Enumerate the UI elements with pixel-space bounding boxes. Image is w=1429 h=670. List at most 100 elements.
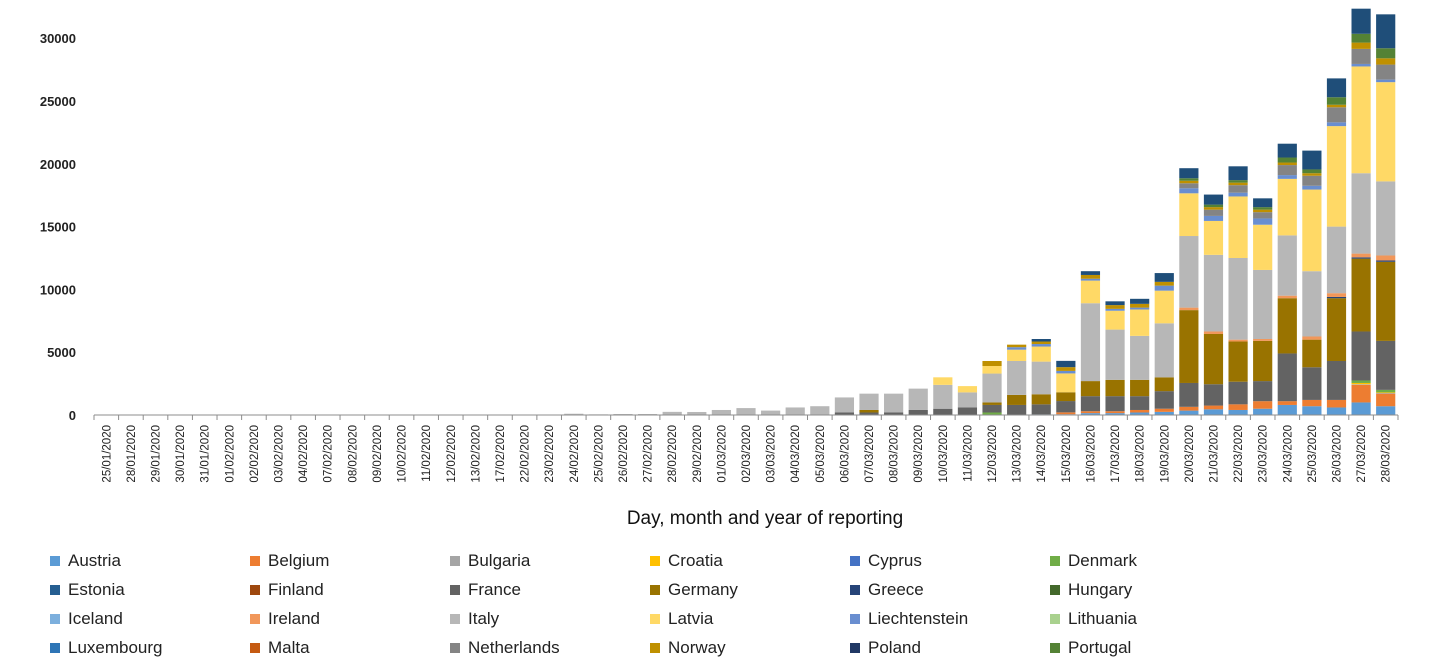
bar-segment-belgium: [1351, 384, 1371, 403]
bar-segment-other: [1351, 8, 1371, 34]
legend-label: Portugal: [1068, 638, 1132, 657]
x-tick-label: 25/02/2020: [593, 425, 605, 483]
bar-segment-norway: [1376, 58, 1396, 65]
x-tick-label: 09/03/2020: [913, 425, 925, 483]
legend-label: Liechtenstein: [868, 609, 969, 628]
legend-label: Poland: [868, 638, 921, 657]
legend-swatch: [450, 556, 460, 566]
x-tick-label: 05/03/2020: [815, 425, 827, 483]
bar-segment-netherlands: [1376, 64, 1396, 80]
bar-segment-norway: [1007, 344, 1027, 348]
bar-segment-france: [1179, 382, 1199, 407]
bar-segment-latvia: [1351, 66, 1371, 174]
bar-segment-italy: [1326, 226, 1347, 294]
legend-label: Estonia: [68, 580, 125, 599]
bar-segment-latvia: [1228, 196, 1248, 258]
bar-segment-germany: [1007, 394, 1027, 405]
bar-segment-norway: [1326, 104, 1347, 108]
bar-segment-latvia: [1105, 310, 1125, 330]
bar-segment-italy: [1080, 303, 1101, 382]
legend-swatch: [250, 585, 260, 595]
x-tick-label: 22/02/2020: [520, 425, 532, 483]
bar-segment-liechtenstein: [1154, 285, 1174, 291]
legend-item-netherlands: Netherlands: [450, 635, 650, 661]
legend-label: Greece: [868, 580, 924, 599]
bar-segment-netherlands: [1277, 165, 1297, 176]
x-tick-label: 26/02/2020: [618, 425, 630, 483]
bar-segment-norway: [1253, 209, 1273, 213]
x-tick-label: 07/02/2020: [323, 425, 335, 483]
bar-segment-belgium: [1277, 401, 1297, 405]
bar-segment-latvia: [1007, 349, 1027, 361]
legend-item-cyprus: Cyprus: [850, 548, 1050, 574]
bar-segment-france: [1326, 360, 1347, 400]
y-tick-label: 5000: [47, 345, 76, 360]
bar-segment-italy: [711, 409, 731, 415]
bar-segment-netherlands: [1228, 185, 1248, 193]
legend-item-greece: Greece: [850, 577, 1050, 603]
legend-swatch: [450, 643, 460, 653]
bar-segment-france: [1031, 404, 1051, 415]
x-tick-label: 28/02/2020: [667, 425, 679, 483]
bar-segment-austria: [1351, 402, 1371, 415]
bar-segment-portugal: [1228, 180, 1248, 183]
legend-label: France: [468, 580, 521, 599]
bar-segment-croatia: [1351, 382, 1371, 385]
bar-segment-italy: [1376, 181, 1396, 256]
bar-segment-ireland: [1302, 336, 1322, 340]
x-tick-label: 20/03/2020: [1184, 425, 1196, 483]
bar-segment-france: [1376, 340, 1396, 390]
x-tick-label: 23/03/2020: [1258, 425, 1270, 483]
bar-segment-austria: [1376, 406, 1396, 415]
y-tick-label: 25000: [40, 94, 76, 109]
legend-label: Croatia: [668, 551, 723, 570]
legend-swatch: [250, 643, 260, 653]
legend-label: Luxembourg: [68, 638, 163, 657]
bar-segment-germany: [1203, 333, 1224, 385]
bar-segment-italy: [785, 407, 805, 415]
bar-segment-liechtenstein: [1105, 308, 1125, 311]
bar-segment-italy: [1130, 335, 1150, 380]
bar-segment-france: [1130, 396, 1150, 410]
legend-swatch: [650, 643, 660, 653]
bar-segment-france: [1228, 381, 1248, 405]
bar-segment-liechtenstein: [1376, 79, 1396, 83]
x-tick-label: 26/03/2020: [1331, 425, 1343, 483]
bar-segment-latvia: [1179, 193, 1199, 237]
bar-segment-latvia: [1130, 309, 1150, 336]
bar-segment-other: [1105, 301, 1125, 306]
bar-segment-italy: [933, 384, 953, 409]
legend-label: Austria: [68, 551, 121, 570]
bar-segment-italy: [982, 373, 1002, 403]
bar-segment-belgium: [1228, 404, 1248, 410]
bar-segment-belgium: [1376, 393, 1396, 407]
legend-label: Cyprus: [868, 551, 922, 570]
legend-label: Iceland: [68, 609, 123, 628]
legend-swatch: [250, 614, 260, 624]
bar-segment-norway: [1179, 180, 1199, 184]
bar-segment-portugal: [1277, 157, 1297, 163]
bar-segment-portugal: [1351, 33, 1371, 43]
bar-segment-france: [1203, 384, 1224, 406]
bar-segment-norway: [1277, 162, 1297, 166]
bar-segment-bulgaria: [1376, 393, 1396, 394]
legend-swatch: [1050, 556, 1060, 566]
bar-segment-germany: [1253, 340, 1273, 382]
legend-label: Bulgaria: [468, 551, 531, 570]
bar-segment-other: [1031, 339, 1051, 342]
bar-segment-latvia: [1056, 373, 1076, 393]
bar-segment-france: [884, 412, 904, 415]
bar-segment-austria: [1228, 409, 1248, 415]
legend-item-luxembourg: Luxembourg: [50, 635, 250, 661]
legend-label: Netherlands: [468, 638, 560, 657]
x-tick-label: 16/03/2020: [1085, 425, 1097, 483]
legend-item-croatia: Croatia: [650, 548, 850, 574]
bar-segment-netherlands: [1203, 209, 1224, 216]
bar-segment-denmark: [1351, 380, 1371, 383]
x-tick-label: 28/01/2020: [126, 425, 138, 483]
bar-segment-germany: [1179, 310, 1199, 383]
bar-segment-liechtenstein: [1179, 188, 1199, 194]
bar-segment-france: [1253, 381, 1273, 402]
legend-item-poland: Poland: [850, 635, 1050, 661]
bar-segment-austria: [1105, 413, 1125, 415]
